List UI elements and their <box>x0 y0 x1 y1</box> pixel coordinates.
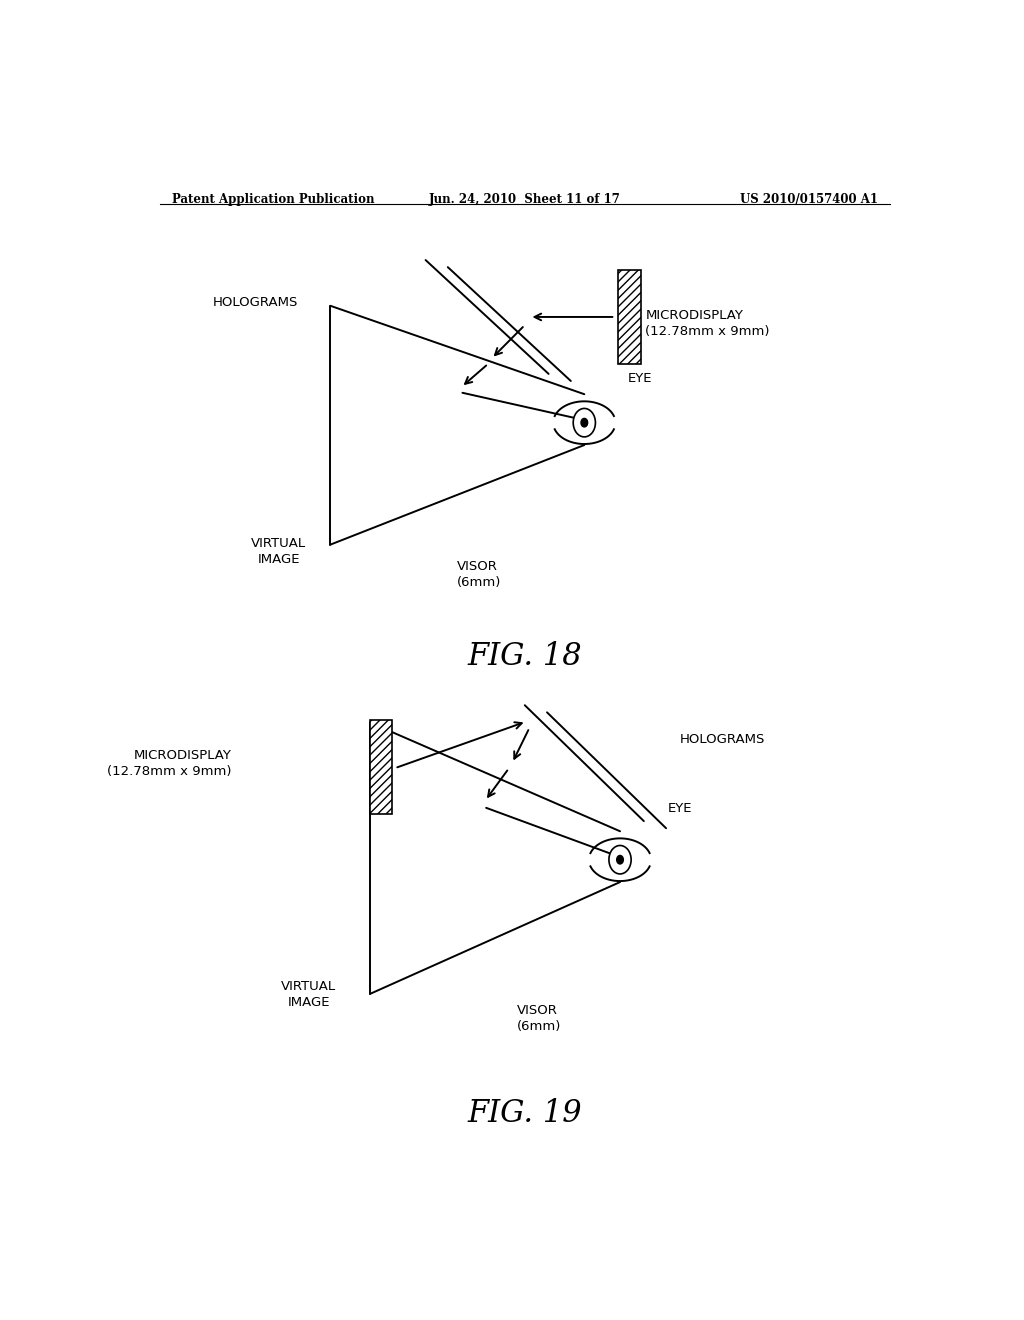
Bar <box>370 721 392 814</box>
Circle shape <box>616 855 624 865</box>
Text: VISOR
(6mm): VISOR (6mm) <box>517 1005 561 1034</box>
Text: Jun. 24, 2010  Sheet 11 of 17: Jun. 24, 2010 Sheet 11 of 17 <box>429 193 621 206</box>
Text: FIG. 19: FIG. 19 <box>468 1098 582 1130</box>
Circle shape <box>609 846 631 874</box>
Text: Patent Application Publication: Patent Application Publication <box>172 193 374 206</box>
Text: VIRTUAL
IMAGE: VIRTUAL IMAGE <box>251 536 306 565</box>
Text: VISOR
(6mm): VISOR (6mm) <box>458 560 502 589</box>
Text: EYE: EYE <box>668 803 692 816</box>
Text: EYE: EYE <box>628 372 652 385</box>
Circle shape <box>581 418 588 426</box>
Text: MICRODISPLAY
(12.78mm x 9mm): MICRODISPLAY (12.78mm x 9mm) <box>645 309 770 338</box>
Text: FIG. 18: FIG. 18 <box>468 642 582 672</box>
Bar <box>618 271 641 364</box>
Text: MICRODISPLAY
(12.78mm x 9mm): MICRODISPLAY (12.78mm x 9mm) <box>106 748 231 777</box>
Circle shape <box>573 408 595 437</box>
Bar <box>370 721 392 814</box>
Text: HOLOGRAMS: HOLOGRAMS <box>680 734 765 746</box>
Bar <box>618 271 641 364</box>
Text: HOLOGRAMS: HOLOGRAMS <box>213 296 299 309</box>
Text: VIRTUAL
IMAGE: VIRTUAL IMAGE <box>282 979 337 1008</box>
Text: US 2010/0157400 A1: US 2010/0157400 A1 <box>740 193 878 206</box>
